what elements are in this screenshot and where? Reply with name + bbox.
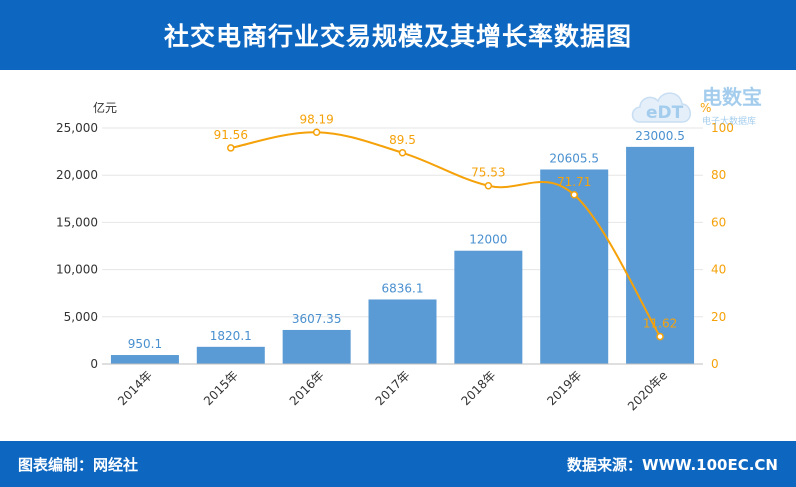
y-tick-label-right: 40 [711, 263, 726, 277]
line-point [398, 149, 407, 157]
y-tick-label-right: 100 [711, 121, 734, 135]
line-value-label: 11.62 [643, 317, 677, 331]
logo-name: 电数宝 [702, 85, 762, 109]
x-tick-label: 2018年 [458, 368, 498, 408]
line-value-label: 71.71 [557, 175, 591, 189]
line-value-label: 98.19 [299, 112, 333, 126]
bar-value-label: 6836.1 [382, 281, 424, 295]
line-value-label: 91.56 [214, 128, 248, 142]
y-tick-label-right: 60 [711, 215, 726, 229]
bar [196, 346, 265, 364]
bar [626, 146, 695, 364]
line-series: 91.56 98.19 89.5 75.53 71.71 11.62 [214, 112, 677, 341]
line-point [227, 144, 235, 152]
line-point [656, 332, 664, 341]
x-tick-label: 2016年 [287, 368, 327, 408]
y-tick-label-left: 25,000 [56, 121, 98, 135]
footer-source: 数据来源：WWW.100EC.CN [567, 456, 778, 474]
y-tick-label-right: 20 [711, 310, 726, 324]
bar-value-label: 12000 [469, 233, 507, 247]
bar-value-label: 20605.5 [549, 151, 599, 165]
y-tick-label-right: 0 [711, 357, 719, 371]
chart-title: 社交电商行业交易规模及其增长率数据图 [163, 22, 632, 51]
bar [540, 169, 609, 364]
bar-value-label: 1820.1 [210, 329, 252, 343]
y-tick-label-left: 0 [90, 357, 98, 371]
chart-area: 950.1 1820.1 3607.35 6836.1 12000 20605.5 2300… [56, 100, 734, 413]
bar [454, 250, 523, 364]
x-tick-label: 2015年 [201, 368, 241, 408]
footer-credit: 图表编制：网经社 [18, 456, 139, 474]
bar [368, 299, 437, 364]
bar-value-label: 23000.5 [635, 129, 685, 143]
bar-series: 950.1 1820.1 3607.35 6836.1 12000 20605.5 2300… [110, 129, 695, 364]
logo-mark: eDT [646, 103, 684, 123]
bar [282, 329, 351, 364]
y-axis-label-right: % [700, 101, 711, 115]
line-value-label: 89.5 [389, 133, 416, 147]
x-tick-label: 2017年 [373, 368, 413, 408]
y-tick-label-left: 5,000 [64, 310, 98, 324]
logo-subtitle: 电子大数据库 [702, 115, 756, 127]
y-axis-label-left: 亿元 [93, 100, 117, 115]
header-banner: 社交电商行业交易规模及其增长率数据图 [0, 0, 796, 70]
y-tick-label-left: 20,000 [56, 168, 98, 182]
bar-value-label: 3607.35 [292, 312, 342, 326]
line-point [312, 128, 321, 137]
edt-logo: eDT 电数宝 电子大数据库 [631, 85, 762, 127]
line-point [570, 191, 578, 199]
y-tick-label-left: 10,000 [56, 263, 98, 277]
y-tick-label-left: 15,000 [56, 215, 98, 229]
line-value-label: 75.53 [471, 166, 505, 180]
bar [110, 355, 179, 364]
bar-value-label: 950.1 [128, 337, 162, 351]
y-tick-label-right: 80 [711, 168, 726, 182]
footer-banner: 图表编制：网经社 数据来源：WWW.100EC.CN [0, 441, 796, 487]
x-tick-label: 2020年e [625, 368, 670, 413]
x-tick-label: 2014年 [115, 368, 155, 408]
line-point [484, 181, 493, 190]
x-tick-label: 2019年 [544, 368, 584, 408]
